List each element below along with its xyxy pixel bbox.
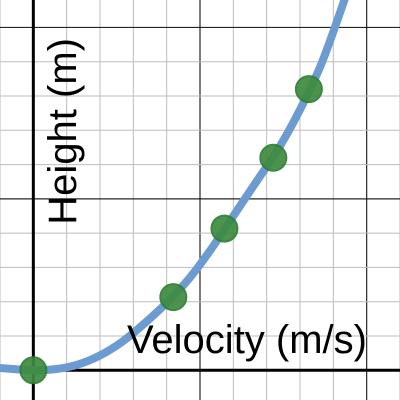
- data-point: [210, 214, 239, 243]
- points-layer: [19, 75, 323, 385]
- y-axis-label: Height (m): [41, 38, 85, 225]
- data-point: [159, 283, 188, 312]
- data-point: [259, 143, 288, 172]
- data-point: [294, 75, 323, 104]
- data-point: [19, 356, 48, 385]
- x-axis-label: Velocity (m/s): [127, 318, 367, 362]
